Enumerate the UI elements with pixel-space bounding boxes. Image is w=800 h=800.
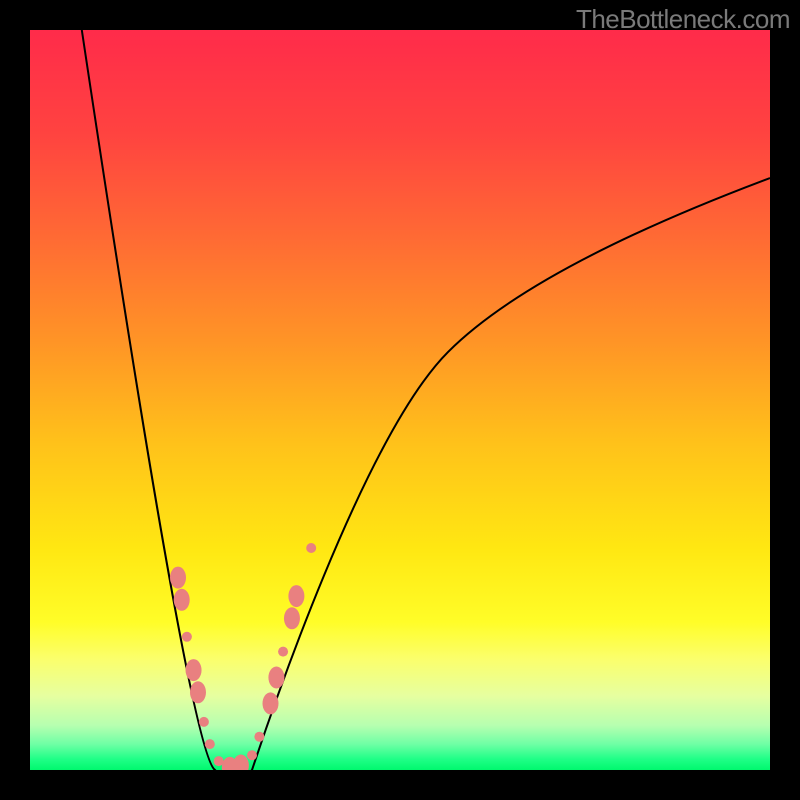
data-marker <box>288 585 304 607</box>
data-marker <box>247 750 257 760</box>
data-marker <box>278 647 288 657</box>
data-marker <box>254 732 264 742</box>
data-marker <box>186 659 202 681</box>
data-marker <box>306 543 316 553</box>
data-marker <box>205 739 215 749</box>
plot-svg <box>30 30 770 770</box>
chart-container: TheBottleneck.com <box>0 0 800 800</box>
watermark-label: TheBottleneck.com <box>576 4 790 35</box>
plot-background <box>30 30 770 770</box>
data-marker <box>268 667 284 689</box>
data-marker <box>284 607 300 629</box>
data-marker <box>182 632 192 642</box>
data-marker <box>174 589 190 611</box>
data-marker <box>190 681 206 703</box>
data-marker <box>263 692 279 714</box>
data-marker <box>170 567 186 589</box>
data-marker <box>199 717 209 727</box>
plot-area <box>30 30 770 770</box>
